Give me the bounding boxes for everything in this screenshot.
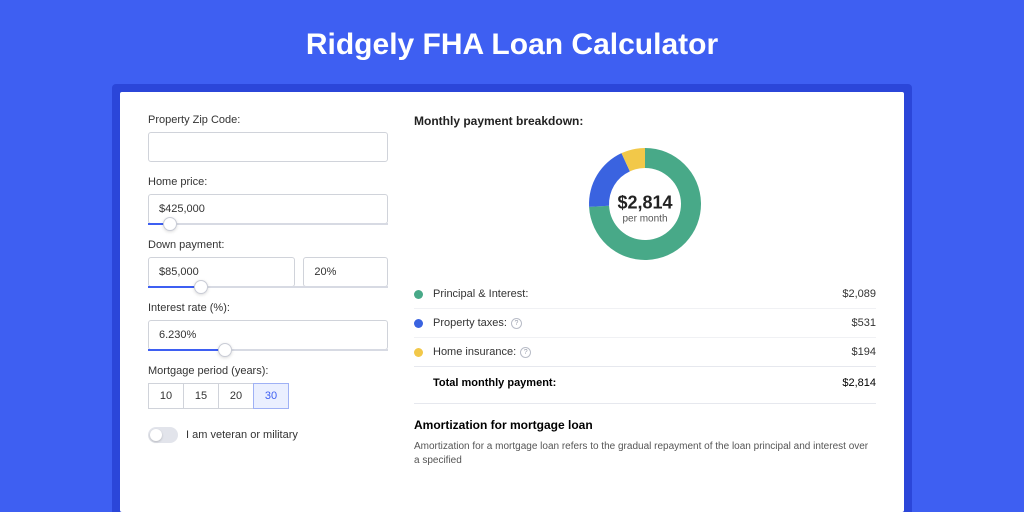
veteran-toggle[interactable] bbox=[148, 427, 178, 443]
home-price-slider-thumb[interactable] bbox=[163, 217, 177, 231]
period-option-20[interactable]: 20 bbox=[218, 383, 254, 409]
interest-label: Interest rate (%): bbox=[148, 302, 388, 314]
donut-chart: $2,814 per month bbox=[414, 138, 876, 280]
down-payment-input[interactable] bbox=[148, 257, 295, 287]
interest-field: Interest rate (%): bbox=[148, 302, 388, 351]
home-price-slider[interactable] bbox=[148, 223, 388, 225]
legend-value: $194 bbox=[852, 346, 876, 358]
donut-amount: $2,814 bbox=[617, 192, 672, 213]
info-icon[interactable]: ? bbox=[520, 347, 531, 358]
veteran-row: I am veteran or military bbox=[148, 427, 388, 443]
legend-dot bbox=[414, 348, 423, 357]
home-price-label: Home price: bbox=[148, 176, 388, 188]
period-label: Mortgage period (years): bbox=[148, 365, 388, 377]
legend-label: Principal & Interest: bbox=[433, 288, 842, 300]
period-options: 10152030 bbox=[148, 383, 388, 409]
legend-label: Property taxes:? bbox=[433, 317, 852, 329]
home-price-input[interactable] bbox=[148, 194, 388, 224]
zip-label: Property Zip Code: bbox=[148, 114, 388, 126]
page-title: Ridgely FHA Loan Calculator bbox=[0, 0, 1024, 84]
down-payment-label: Down payment: bbox=[148, 239, 388, 251]
period-option-30[interactable]: 30 bbox=[253, 383, 289, 409]
legend: Principal & Interest:$2,089Property taxe… bbox=[414, 280, 876, 366]
breakdown-title: Monthly payment breakdown: bbox=[414, 114, 876, 128]
interest-input[interactable] bbox=[148, 320, 388, 350]
home-price-field: Home price: bbox=[148, 176, 388, 225]
info-icon[interactable]: ? bbox=[511, 318, 522, 329]
legend-dot bbox=[414, 319, 423, 328]
legend-label: Home insurance:? bbox=[433, 346, 852, 358]
down-payment-field: Down payment: bbox=[148, 239, 388, 288]
down-payment-pct-input[interactable] bbox=[303, 257, 388, 287]
legend-value: $2,089 bbox=[842, 288, 876, 300]
legend-row: Principal & Interest:$2,089 bbox=[414, 280, 876, 308]
down-payment-slider[interactable] bbox=[148, 286, 388, 288]
period-field: Mortgage period (years): 10152030 bbox=[148, 365, 388, 409]
veteran-label: I am veteran or military bbox=[186, 429, 298, 441]
total-row: Total monthly payment: $2,814 bbox=[414, 366, 876, 403]
donut-center: $2,814 per month bbox=[617, 192, 672, 224]
zip-field: Property Zip Code: bbox=[148, 114, 388, 162]
down-payment-slider-thumb[interactable] bbox=[194, 280, 208, 294]
interest-slider[interactable] bbox=[148, 349, 388, 351]
amortization-title: Amortization for mortgage loan bbox=[414, 403, 876, 432]
period-option-15[interactable]: 15 bbox=[183, 383, 219, 409]
legend-row: Property taxes:?$531 bbox=[414, 308, 876, 337]
total-label: Total monthly payment: bbox=[433, 377, 842, 389]
legend-value: $531 bbox=[852, 317, 876, 329]
amortization-text: Amortization for a mortgage loan refers … bbox=[414, 440, 876, 468]
form-column: Property Zip Code: Home price: Down paym… bbox=[148, 114, 388, 512]
zip-input[interactable] bbox=[148, 132, 388, 162]
total-value: $2,814 bbox=[842, 377, 876, 389]
legend-dot bbox=[414, 290, 423, 299]
calculator-card: Property Zip Code: Home price: Down paym… bbox=[120, 92, 904, 512]
donut-sub: per month bbox=[617, 213, 672, 224]
breakdown-column: Monthly payment breakdown: $2,814 per mo… bbox=[414, 114, 876, 512]
card-shadow: Property Zip Code: Home price: Down paym… bbox=[112, 84, 912, 512]
period-option-10[interactable]: 10 bbox=[148, 383, 184, 409]
interest-slider-thumb[interactable] bbox=[218, 343, 232, 357]
legend-row: Home insurance:?$194 bbox=[414, 337, 876, 366]
